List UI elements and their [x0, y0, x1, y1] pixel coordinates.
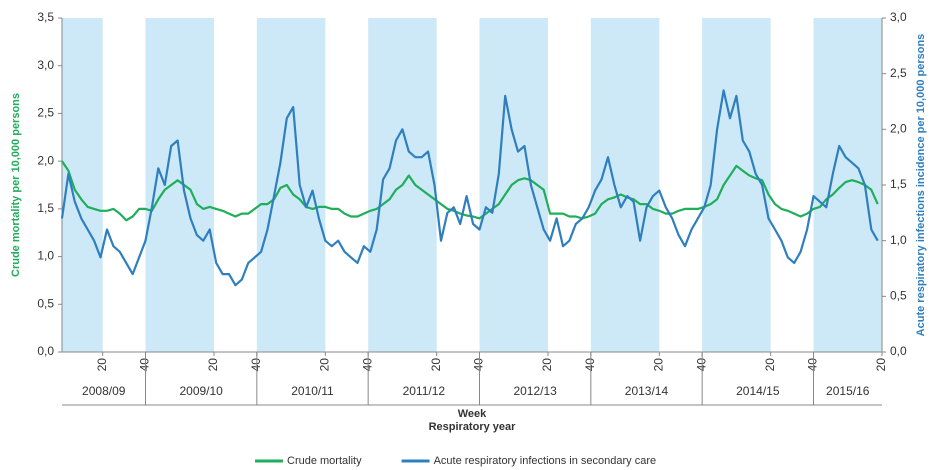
x-tick-label: 20: [540, 358, 554, 372]
x-tick-label: 40: [138, 358, 152, 372]
season-band: [702, 18, 771, 352]
x-tick-label: 40: [249, 358, 263, 372]
y-tick-label: 2,0: [37, 153, 54, 167]
x-tick-label: 20: [429, 358, 443, 372]
y2-tick-label: 2,0: [890, 122, 907, 136]
series-line: [60, 89, 879, 287]
year-label: 2010/11: [291, 384, 334, 398]
y-tick-label: 1,5: [37, 201, 54, 215]
year-label: 2011/12: [403, 384, 446, 398]
x-tick-label: 20: [318, 358, 332, 372]
x-tick-label: 20: [763, 358, 777, 372]
x-tick-label: 20: [95, 358, 109, 372]
y-tick-label: 2,5: [37, 106, 54, 120]
year-label: 2012/13: [513, 384, 557, 398]
season-band: [256, 18, 326, 352]
legend-label: Crude mortality: [287, 455, 362, 467]
y2-tick-label: 3,0: [890, 10, 907, 24]
y-tick-label: 1,0: [37, 249, 54, 263]
year-label: 2008/09: [82, 384, 126, 398]
x-tick-label: 40: [472, 358, 486, 372]
season-band: [145, 18, 215, 352]
y2-tick-label: 1,5: [890, 177, 907, 191]
year-label: 2009/10: [179, 384, 223, 398]
y2-tick-label: 1,0: [890, 233, 907, 247]
season-band: [62, 18, 103, 352]
series-line: [61, 160, 879, 222]
x-tick-label: 40: [806, 358, 820, 372]
y-tick-label: 3,0: [37, 58, 54, 72]
x-axis-title-2: Respiratory year: [429, 421, 517, 433]
y2-axis-title: Acute respiratory infections incidence p…: [915, 34, 927, 337]
x-tick-label: 40: [360, 358, 374, 372]
y-tick-label: 3,5: [37, 10, 54, 24]
legend-label: Acute respiratory infections in secondar…: [434, 455, 657, 467]
x-tick-label: 40: [694, 358, 708, 372]
year-label: 2015/16: [826, 384, 870, 398]
y2-tick-label: 0,5: [890, 289, 907, 303]
y-tick-label: 0,5: [37, 296, 54, 310]
x-tick-label: 20: [206, 358, 220, 372]
x-axis-title: Week: [458, 408, 487, 420]
season-band: [590, 18, 660, 352]
x-tick-label: 40: [583, 358, 597, 372]
y-tick-label: 0,0: [37, 344, 54, 358]
year-label: 2014/15: [736, 384, 780, 398]
y2-tick-label: 2,5: [890, 66, 907, 80]
y-axis-title: Crude mortality per 10,000 persons: [10, 93, 22, 277]
x-tick-label: 20: [874, 358, 888, 372]
y2-tick-label: 0,0: [890, 344, 907, 358]
season-band: [813, 18, 882, 352]
x-tick-label: 20: [652, 358, 666, 372]
year-label: 2013/14: [625, 384, 669, 398]
